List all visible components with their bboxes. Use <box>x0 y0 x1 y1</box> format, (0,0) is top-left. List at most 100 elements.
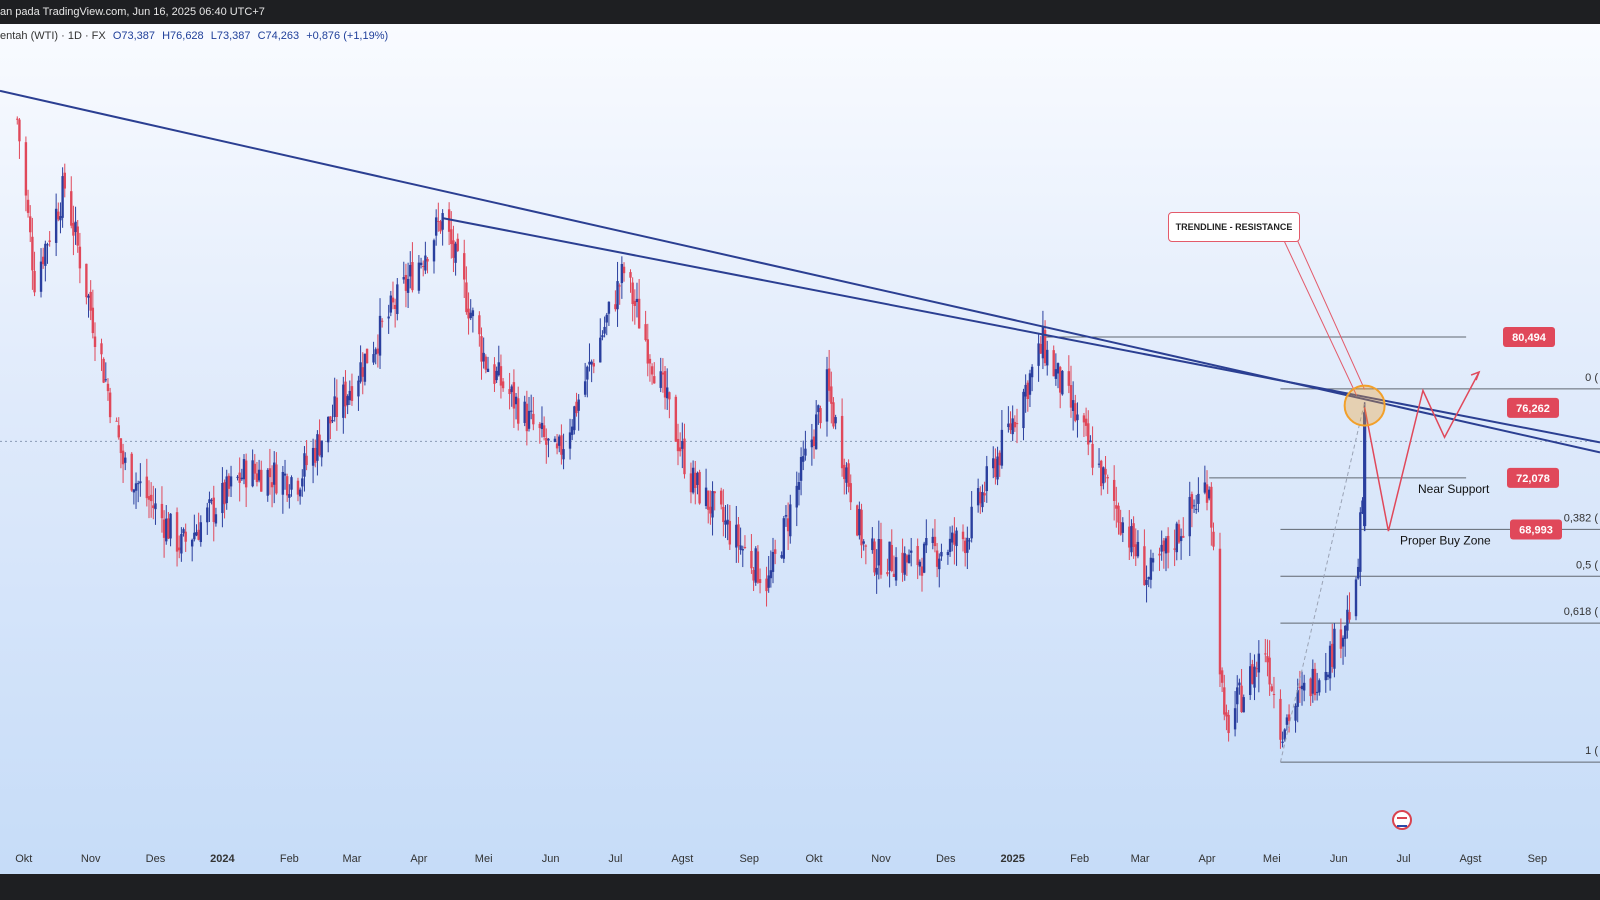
x-axis-tick-label: Sep <box>1528 853 1548 865</box>
candle-body <box>419 262 423 266</box>
top-bar: an pada TradingView.com, Jun 16, 2025 06… <box>0 0 1600 24</box>
candle-body <box>1311 668 1315 694</box>
candle-body <box>285 476 289 496</box>
candle-body <box>465 282 468 313</box>
candle-body <box>1074 403 1077 421</box>
candle-body <box>970 506 973 539</box>
candle-body <box>814 414 818 450</box>
candle-body <box>603 326 606 334</box>
candle-body <box>827 368 831 391</box>
candle-body <box>648 358 652 364</box>
candle-body <box>771 551 775 572</box>
candle-body <box>847 463 850 487</box>
symbol-label: entah (WTI) · 1D · FX <box>0 30 106 42</box>
candle-body <box>817 405 820 413</box>
candle-body <box>961 531 965 540</box>
fib-level-label: 0,5 ( <box>1576 559 1598 571</box>
x-axis-tick-label: Okt <box>805 853 822 865</box>
candle-body <box>493 364 496 384</box>
x-axis-tick-label: Mar <box>342 853 361 865</box>
candle-body <box>124 457 127 463</box>
candle-body <box>314 447 317 463</box>
candle-body <box>542 425 546 437</box>
candle-body <box>1268 657 1271 685</box>
x-axis-tick-label: Apr <box>410 853 427 865</box>
candle-body <box>1175 523 1178 553</box>
candle-body <box>894 557 898 581</box>
candle-body <box>1326 674 1330 677</box>
candle-body <box>1069 385 1073 408</box>
price-tag-label: 76,262 <box>1516 403 1550 415</box>
candle-body <box>1205 484 1209 503</box>
candle-body <box>139 481 142 484</box>
candle-body <box>1056 363 1060 374</box>
candle-body <box>722 506 725 523</box>
candle-body <box>1028 373 1032 395</box>
candle-body <box>417 262 421 291</box>
candle-body <box>1333 628 1336 669</box>
candle-body <box>983 493 986 496</box>
candle-body <box>1166 535 1170 553</box>
us-flag-icon[interactable] <box>1392 810 1412 830</box>
trendline-resistance-label: TRENDLINE - RESISTANCE <box>1168 212 1300 242</box>
candle-body <box>72 222 75 236</box>
candle-body <box>281 471 285 495</box>
candle-body <box>689 473 693 493</box>
candle-body <box>454 243 457 263</box>
x-axis-tick-label: Agst <box>671 853 693 865</box>
candle-body <box>1223 687 1226 715</box>
candle-body <box>812 436 816 447</box>
candle-body <box>713 491 716 494</box>
candle-body <box>305 455 308 466</box>
candle-body <box>29 216 32 233</box>
candle-body <box>780 555 783 558</box>
candle-body <box>365 348 369 364</box>
candle-body <box>1253 666 1256 688</box>
candle-body <box>508 389 511 395</box>
candle-body <box>719 490 723 505</box>
candle-body <box>886 572 889 575</box>
bottom-bar <box>0 874 1600 900</box>
candle-body <box>752 569 755 581</box>
candle-body <box>1266 656 1269 663</box>
candle-body <box>629 272 632 278</box>
candle-body <box>1177 524 1181 543</box>
candle-body <box>553 438 557 442</box>
candle-body <box>769 570 773 579</box>
candle-body <box>1121 522 1125 533</box>
candle-body <box>441 213 444 230</box>
chart-area[interactable]: entah (WTI) · 1D · FX O73,387 H76,628 L7… <box>0 24 1600 874</box>
candle-body <box>469 312 472 319</box>
candle-body <box>661 372 665 375</box>
price-chart[interactable]: 0 (0,382 (0,5 (0,618 (1 (Near Support Pro… <box>0 24 1600 874</box>
candle-body <box>486 368 490 372</box>
candle-body <box>925 538 928 546</box>
price-tag <box>1503 327 1555 348</box>
candle-body <box>117 425 120 438</box>
candle-body <box>1354 579 1358 617</box>
candle-body <box>834 417 837 424</box>
candle-body <box>130 453 133 491</box>
candle-body <box>463 253 466 280</box>
candle-body <box>739 545 742 550</box>
candle-body <box>1324 671 1327 681</box>
candle-body <box>1022 391 1025 429</box>
candle-body <box>750 550 753 569</box>
candle-body <box>478 315 481 335</box>
candle-body <box>335 397 339 417</box>
candle-body <box>253 463 256 474</box>
candle-body <box>668 392 671 400</box>
candle-body <box>1242 697 1245 713</box>
candle-body <box>452 240 455 258</box>
candle-body <box>1195 508 1198 510</box>
candle-body <box>283 473 287 476</box>
proper-buy-zone-label: Proper Buy Zone <box>1400 534 1491 548</box>
candle-body <box>1220 670 1224 683</box>
candle-body <box>359 362 362 382</box>
candle-body <box>208 499 211 503</box>
candle-body <box>467 308 470 319</box>
candle-body <box>614 304 617 310</box>
candle-body <box>298 489 302 497</box>
high-value: H76,628 <box>162 30 204 42</box>
candle-body <box>545 437 548 445</box>
